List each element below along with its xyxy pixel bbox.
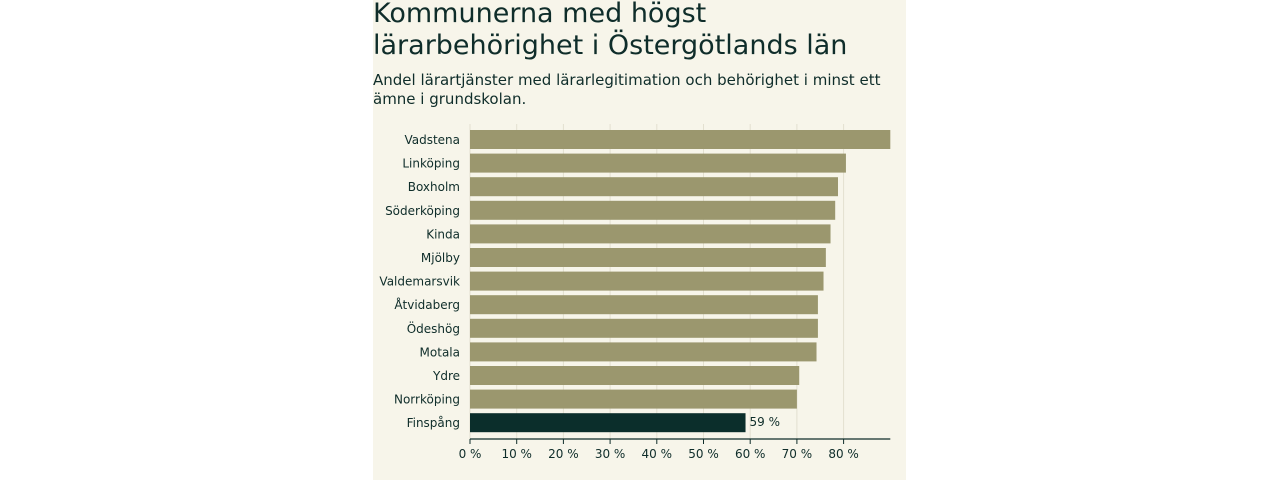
x-tick-label: 70 % bbox=[782, 447, 813, 461]
x-tick-label: 30 % bbox=[595, 447, 626, 461]
category-label: Söderköping bbox=[385, 204, 460, 218]
bar-chart: Vadstena Linköping Boxholm Söderköping Kinda… bbox=[379, 124, 891, 461]
x-tick-label: 0 % bbox=[459, 447, 482, 461]
category-label: Norrköping bbox=[394, 393, 460, 407]
bar bbox=[470, 342, 817, 362]
bar bbox=[470, 224, 831, 244]
x-tick-label: 10 % bbox=[501, 447, 532, 461]
category-label: Ydre bbox=[432, 369, 460, 383]
category-label: Vadstena bbox=[404, 133, 460, 147]
x-tick-label: 40 % bbox=[642, 447, 673, 461]
bar bbox=[470, 153, 846, 173]
category-label: Kinda bbox=[426, 227, 460, 241]
bar bbox=[470, 413, 746, 433]
bar bbox=[470, 366, 800, 385]
category-label: Motala bbox=[420, 345, 460, 359]
x-tick-label: 60 % bbox=[735, 447, 766, 461]
bar bbox=[470, 295, 818, 315]
x-tick-label: 50 % bbox=[688, 447, 719, 461]
x-tick-label: 80 % bbox=[828, 447, 859, 461]
chart-subtitle: Andel lärartjänster med lärarlegitimatio… bbox=[373, 71, 881, 108]
category-label: Ödeshög bbox=[407, 320, 460, 336]
bar bbox=[470, 130, 891, 149]
category-label: Mjölby bbox=[421, 251, 460, 265]
category-label: Valdemarsvik bbox=[379, 275, 460, 289]
category-label: Linköping bbox=[402, 157, 460, 171]
category-label: Finspång bbox=[407, 416, 460, 430]
category-label: Boxholm bbox=[408, 180, 460, 194]
bar bbox=[470, 389, 797, 409]
chart-title: Kommunerna med högst lärarbehörighet i Ö… bbox=[373, 0, 848, 61]
bar bbox=[470, 271, 824, 291]
bar bbox=[470, 318, 818, 338]
bar bbox=[470, 248, 826, 267]
bar bbox=[470, 177, 838, 197]
category-label: Åtvidaberg bbox=[394, 297, 460, 312]
data-label: 59 % bbox=[750, 415, 781, 429]
bar bbox=[470, 200, 836, 220]
x-tick-label: 20 % bbox=[548, 447, 579, 461]
